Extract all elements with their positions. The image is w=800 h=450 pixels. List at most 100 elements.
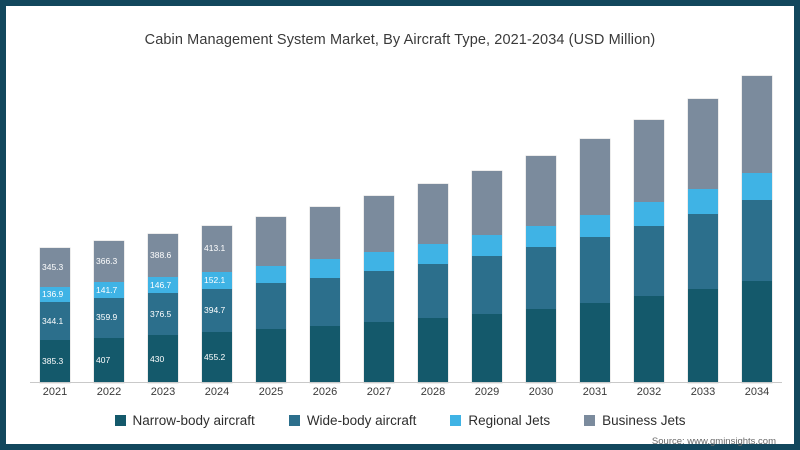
bar-segment[interactable] bbox=[580, 139, 610, 215]
x-axis-tick-label: 2024 bbox=[204, 386, 230, 398]
bar-segment[interactable] bbox=[364, 252, 394, 272]
bar-segment[interactable] bbox=[472, 170, 502, 236]
bar-segment[interactable]: 136.9 bbox=[40, 286, 70, 302]
bar-value-label: 455.2 bbox=[204, 352, 226, 363]
bar-segment[interactable]: 366.3 bbox=[94, 241, 124, 282]
bar-segment[interactable]: 344.1 bbox=[40, 301, 70, 341]
stacked-bar[interactable] bbox=[580, 139, 610, 383]
stacked-bar[interactable] bbox=[364, 196, 394, 383]
bar-column bbox=[732, 68, 782, 383]
bar-segment[interactable]: 388.6 bbox=[148, 233, 178, 278]
bar-segment[interactable] bbox=[742, 173, 772, 201]
bar-column bbox=[570, 68, 620, 383]
bar-segment[interactable] bbox=[634, 202, 664, 227]
bar-segment[interactable] bbox=[364, 196, 394, 253]
bar-segment[interactable]: 376.5 bbox=[148, 293, 178, 336]
x-axis-tick-label: 2026 bbox=[312, 386, 338, 398]
bar-segment[interactable] bbox=[472, 313, 502, 383]
x-axis-tick-label: 2022 bbox=[96, 386, 122, 398]
bar-segment[interactable] bbox=[310, 207, 340, 260]
bar-segment[interactable] bbox=[256, 283, 286, 330]
bar-segment[interactable] bbox=[634, 226, 664, 297]
bar-segment[interactable] bbox=[580, 302, 610, 383]
bar-segment[interactable] bbox=[256, 329, 286, 383]
bar-segment[interactable]: 141.7 bbox=[94, 281, 124, 298]
bar-segment[interactable] bbox=[688, 188, 718, 215]
bar-segment[interactable] bbox=[364, 322, 394, 383]
bar-segment[interactable]: 394.7 bbox=[202, 288, 232, 333]
stacked-bar[interactable]: 388.6 146.7 376.5 430 bbox=[148, 233, 178, 383]
legend-label: Narrow-body aircraft bbox=[132, 413, 255, 428]
bar-segment[interactable] bbox=[310, 259, 340, 278]
legend-swatch-icon bbox=[584, 415, 596, 426]
bar-segment[interactable] bbox=[526, 155, 556, 226]
bar-segment[interactable] bbox=[418, 318, 448, 383]
bar-segment[interactable]: 455.2 bbox=[202, 332, 232, 383]
bar-segment[interactable] bbox=[526, 308, 556, 383]
legend-item[interactable]: Wide-body aircraft bbox=[288, 413, 416, 428]
bar-segment[interactable] bbox=[418, 184, 448, 245]
stacked-bar[interactable] bbox=[742, 76, 772, 383]
bar-segment[interactable] bbox=[526, 225, 556, 248]
bar-segment[interactable] bbox=[634, 296, 664, 383]
x-axis-tick-label: 2030 bbox=[528, 386, 554, 398]
bar-value-label: 413.1 bbox=[204, 243, 226, 254]
stacked-bar[interactable] bbox=[310, 207, 340, 383]
bar-segment[interactable]: 385.3 bbox=[40, 340, 70, 383]
bar-segment[interactable]: 413.1 bbox=[202, 225, 232, 272]
bar-segment[interactable]: 407 bbox=[94, 337, 124, 383]
bar-segment[interactable] bbox=[688, 289, 718, 383]
bar-segment[interactable] bbox=[310, 326, 340, 383]
bar-segment[interactable] bbox=[310, 277, 340, 327]
source-attribution: Source: www.gminsights.com bbox=[651, 436, 776, 447]
stacked-bar[interactable] bbox=[472, 170, 502, 383]
bar-segment[interactable] bbox=[742, 76, 772, 174]
bar-segment[interactable] bbox=[256, 265, 286, 284]
stacked-bar[interactable] bbox=[634, 120, 664, 383]
bar-column bbox=[624, 68, 674, 383]
legend-swatch-icon bbox=[450, 415, 462, 426]
legend-swatch-icon bbox=[288, 415, 300, 426]
bar-segment[interactable] bbox=[472, 235, 502, 257]
bar-segment[interactable] bbox=[526, 247, 556, 309]
chart-legend: Narrow-body aircraft Wide-body aircraft Re… bbox=[8, 413, 792, 428]
bar-segment[interactable] bbox=[580, 214, 610, 238]
bar-segment[interactable] bbox=[364, 271, 394, 323]
bar-segment[interactable]: 146.7 bbox=[148, 277, 178, 294]
bar-segment[interactable] bbox=[742, 200, 772, 281]
stacked-bar[interactable]: 413.1 152.1 394.7 455.2 bbox=[202, 225, 232, 383]
stacked-bar[interactable]: 345.3 136.9 344.1 385.3 bbox=[40, 248, 70, 383]
bar-value-label: 345.3 bbox=[42, 262, 64, 273]
bar-segment[interactable] bbox=[688, 99, 718, 189]
bar-segment[interactable] bbox=[418, 264, 448, 319]
legend-item[interactable]: Narrow-body aircraft bbox=[114, 413, 255, 428]
bar-value-label: 141.7 bbox=[96, 284, 118, 295]
bar-segment[interactable] bbox=[688, 214, 718, 290]
chart-title: Cabin Management System Market, By Aircr… bbox=[144, 32, 656, 48]
bar-segment[interactable]: 430 bbox=[148, 335, 178, 383]
bar-value-label: 136.9 bbox=[42, 289, 64, 300]
bar-segment[interactable] bbox=[742, 280, 772, 383]
bar-segment[interactable] bbox=[256, 216, 286, 266]
stacked-bar[interactable] bbox=[688, 99, 718, 383]
x-axis-tick-label: 2034 bbox=[744, 386, 770, 398]
stacked-bar[interactable]: 366.3 141.7 359.9 407 bbox=[94, 241, 124, 383]
bar-segment[interactable]: 152.1 bbox=[202, 271, 232, 289]
legend-item[interactable]: Regional Jets bbox=[450, 413, 550, 428]
x-axis-tick-label: 2025 bbox=[258, 386, 284, 398]
bar-column bbox=[462, 68, 512, 383]
bar-segment[interactable]: 359.9 bbox=[94, 297, 124, 338]
bar-segment[interactable]: 345.3 bbox=[40, 248, 70, 287]
bar-segment[interactable] bbox=[472, 256, 502, 314]
stacked-bar[interactable] bbox=[256, 216, 286, 383]
bar-value-label: 394.7 bbox=[204, 305, 226, 316]
bar-segment[interactable] bbox=[580, 237, 610, 303]
bar-column bbox=[516, 68, 566, 383]
bar-segment[interactable] bbox=[634, 120, 664, 203]
stacked-bar[interactable] bbox=[526, 155, 556, 383]
stacked-bar[interactable] bbox=[418, 184, 448, 383]
legend-item[interactable]: Business Jets bbox=[584, 413, 685, 428]
bar-value-label: 146.7 bbox=[150, 279, 172, 290]
bar-segment[interactable] bbox=[418, 244, 448, 265]
